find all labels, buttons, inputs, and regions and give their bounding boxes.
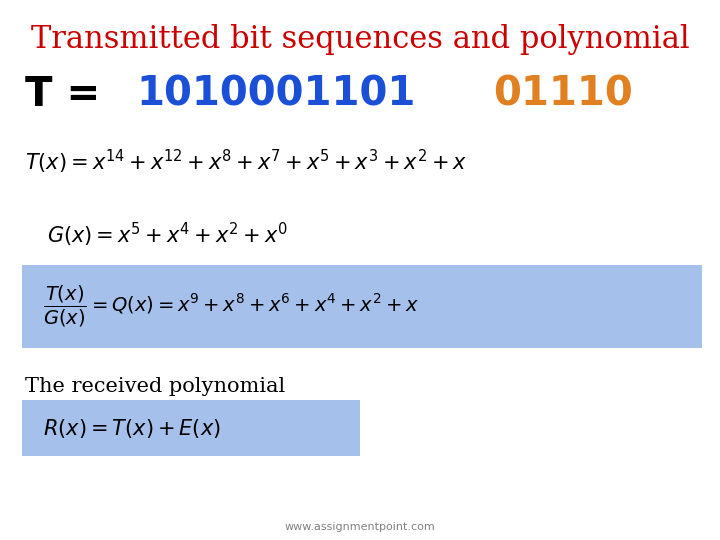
FancyBboxPatch shape xyxy=(22,265,702,348)
Text: www.assignmentpoint.com: www.assignmentpoint.com xyxy=(284,522,436,532)
Text: Transmitted bit sequences and polynomial: Transmitted bit sequences and polynomial xyxy=(31,24,689,55)
Text: 1010001101: 1010001101 xyxy=(137,75,416,114)
Text: 01110: 01110 xyxy=(493,75,633,114)
Text: The received polynomial: The received polynomial xyxy=(25,376,285,396)
Text: T =: T = xyxy=(25,75,114,114)
Text: $T(x) = x^{14} + x^{12} + x^{8} + x^{7} + x^{5} + x^{3} + x^{2} + x$: $T(x) = x^{14} + x^{12} + x^{8} + x^{7} … xyxy=(25,148,467,176)
FancyBboxPatch shape xyxy=(22,400,360,456)
Text: $G(x) = x^{5} + x^{4} + x^{2} + x^{0}$: $G(x) = x^{5} + x^{4} + x^{2} + x^{0}$ xyxy=(47,221,287,249)
Text: $\dfrac{T(x)}{G(x)} = Q(x) = x^{9} + x^{8} + x^{6} + x^{4} + x^{2} + x$: $\dfrac{T(x)}{G(x)} = Q(x) = x^{9} + x^{… xyxy=(43,284,419,329)
Text: $R(x) = T(x) + E(x)$: $R(x) = T(x) + E(x)$ xyxy=(43,417,221,440)
